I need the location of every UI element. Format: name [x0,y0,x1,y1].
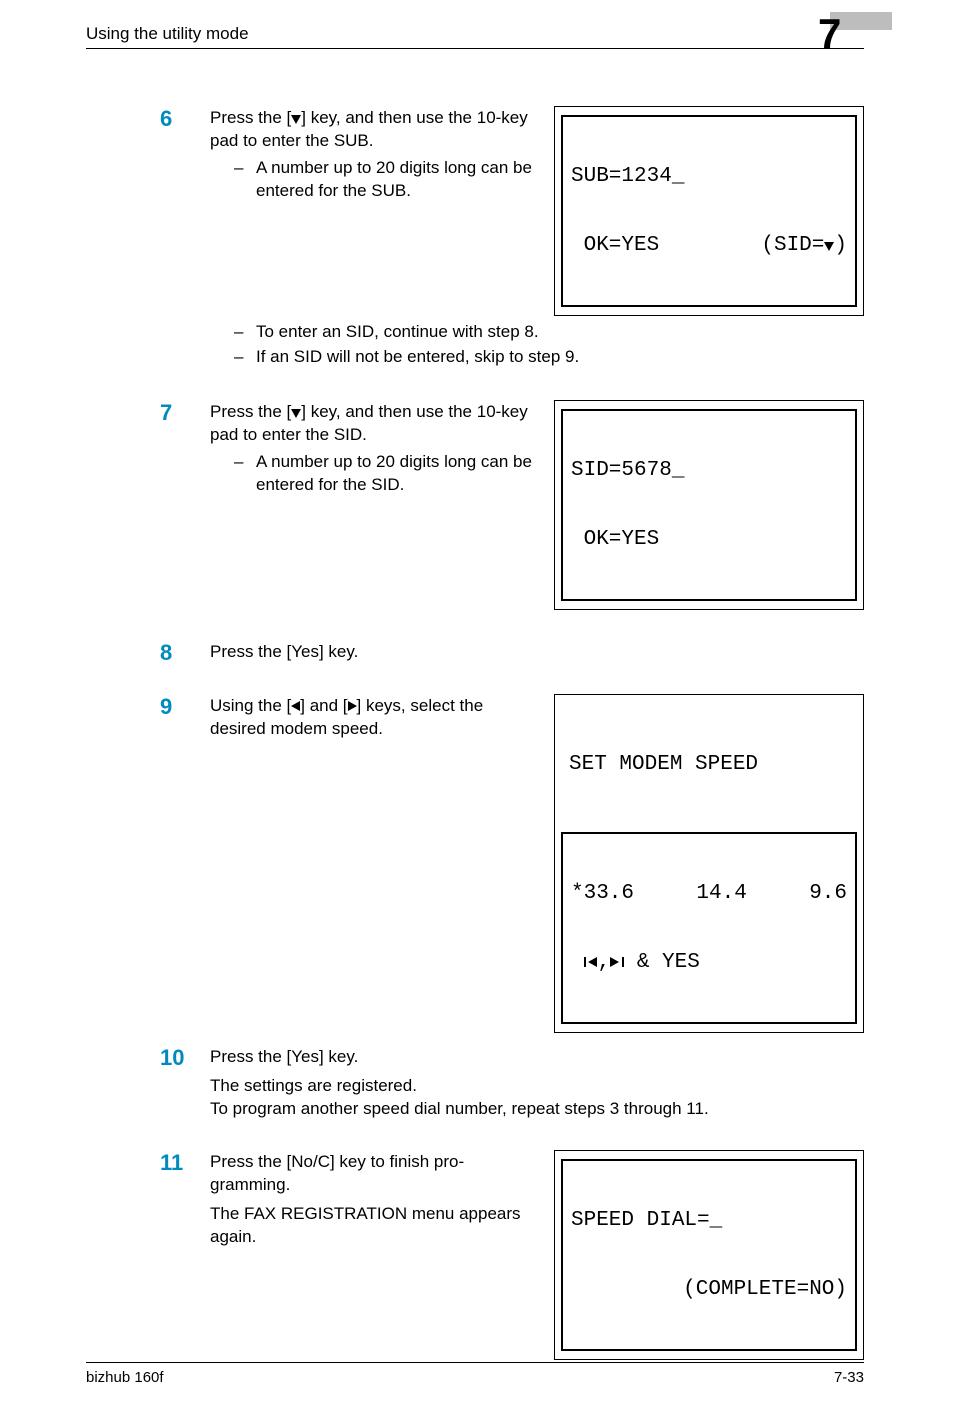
step-number: 9 [160,694,210,718]
lcd-text: 9.6 [809,882,847,905]
text: Press the [ [210,402,291,421]
step-6: 6 Press the [] key, and then use the 10-… [160,106,864,370]
paragraph: The settings are registered. To program … [210,1074,864,1120]
footer-right: 7-33 [834,1369,864,1386]
down-arrow-icon [291,115,301,124]
text: ] and [ [300,696,347,715]
step-body: Press the [Yes] key. [210,640,864,663]
step-number: 6 [160,106,210,130]
left-arrow-bar-icon [584,957,598,967]
lcd-line: SPEED DIAL=_ [571,1209,847,1232]
step-7: 7 Press the [] key, and then use the 10-… [160,400,864,610]
header-title: Using the utility mode [86,24,249,44]
lcd-text: 14.4 [696,882,746,905]
right-arrow-icon [348,701,357,711]
page-footer: bizhub 160f 7-33 [86,1362,864,1386]
list-item: A number up to 20 digits long can be ent… [234,156,538,202]
chapter-badge: 7 [820,12,894,54]
lcd-text: OK=YES [571,234,659,257]
step-body: Press the [] key, and then use the 10-ke… [210,106,864,370]
bullet-list: To enter an SID, continue with step 8. I… [210,320,864,368]
step-number: 7 [160,400,210,424]
lcd-line: OK=YES (SID=) [571,234,847,257]
step-text: Press the [] key, and then use the 10-ke… [210,106,538,204]
list-item: A number up to 20 digits long can be ent… [234,450,538,496]
lcd-line: , & YES [571,951,847,974]
lcd-line: OK=YES [571,528,847,551]
step-number: 8 [160,640,210,664]
step-body: Using the [] and [] keys, select the des… [210,694,864,1033]
step-body: Press the [] key, and then use the 10-ke… [210,400,864,610]
step-11: 11 Press the [No/C] key to finish pro­gr… [160,1150,864,1360]
step-number: 11 [160,1150,210,1174]
bullet-list: A number up to 20 digits long can be ent… [210,156,538,202]
list-item: If an SID will not be entered, skip to s… [234,345,864,368]
step-body: Press the [No/C] key to finish pro­gramm… [210,1150,864,1360]
lcd-line: SUB=1234_ [571,165,847,188]
down-arrow-icon [291,409,301,418]
step-text: Press the [No/C] key to finish pro­gramm… [210,1150,538,1248]
lcd-panel: SPEED DIAL=_ (COMPLETE=NO) [554,1150,864,1360]
lcd-panel: SUB=1234_ OK=YES (SID=) [554,106,864,316]
text: Press the [ [210,108,291,127]
paragraph: The FAX REGISTRATION menu ap­pears again… [210,1202,538,1248]
step-number: 10 [160,1045,210,1069]
down-arrow-icon [824,242,834,251]
text: Press the [Yes] key. [210,642,358,661]
right-arrow-bar-icon [610,957,624,967]
lcd-line: SET MODEM SPEED [569,753,849,776]
lcd-line: (COMPLETE=NO) [571,1278,847,1301]
text: Using the [ [210,696,291,715]
lcd-text: (SID=) [761,234,847,257]
bullet-list: A number up to 20 digits long can be ent… [210,450,538,496]
step-10: 10 Press the [Yes] key. The settings are… [160,1045,864,1120]
list-item: To enter an SID, continue with step 8. [234,320,864,343]
text: Press the [Yes] key. [210,1045,864,1068]
step-text: Using the [] and [] keys, select the des… [210,694,538,740]
step-body: Press the [Yes] key. The settings are re… [210,1045,864,1120]
step-9: 9 Using the [] and [] keys, select the d… [160,694,864,1033]
lcd-line: SID=5678_ [571,459,847,482]
left-arrow-icon [291,701,300,711]
lcd-text: *33.6 [571,882,634,905]
step-text: Press the [] key, and then use the 10-ke… [210,400,538,498]
lcd-panel: SET MODEM SPEED *33.6 14.4 9.6 , & YES [554,694,864,1033]
lcd-panel: SID=5678_ OK=YES [554,400,864,610]
lcd-text: & YES [624,951,700,974]
content: 6 Press the [] key, and then use the 10-… [86,106,864,1360]
footer-left: bizhub 160f [86,1369,164,1386]
step-8: 8 Press the [Yes] key. [160,640,864,664]
header-underline [86,48,864,49]
lcd-line: *33.6 14.4 9.6 [571,882,847,905]
text: Press the [No/C] key to finish pro­gramm… [210,1150,538,1196]
page-header: Using the utility mode 7 [86,22,864,68]
chapter-number: 7 [818,10,841,58]
